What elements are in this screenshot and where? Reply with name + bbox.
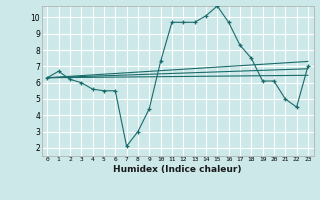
X-axis label: Humidex (Indice chaleur): Humidex (Indice chaleur) — [113, 165, 242, 174]
